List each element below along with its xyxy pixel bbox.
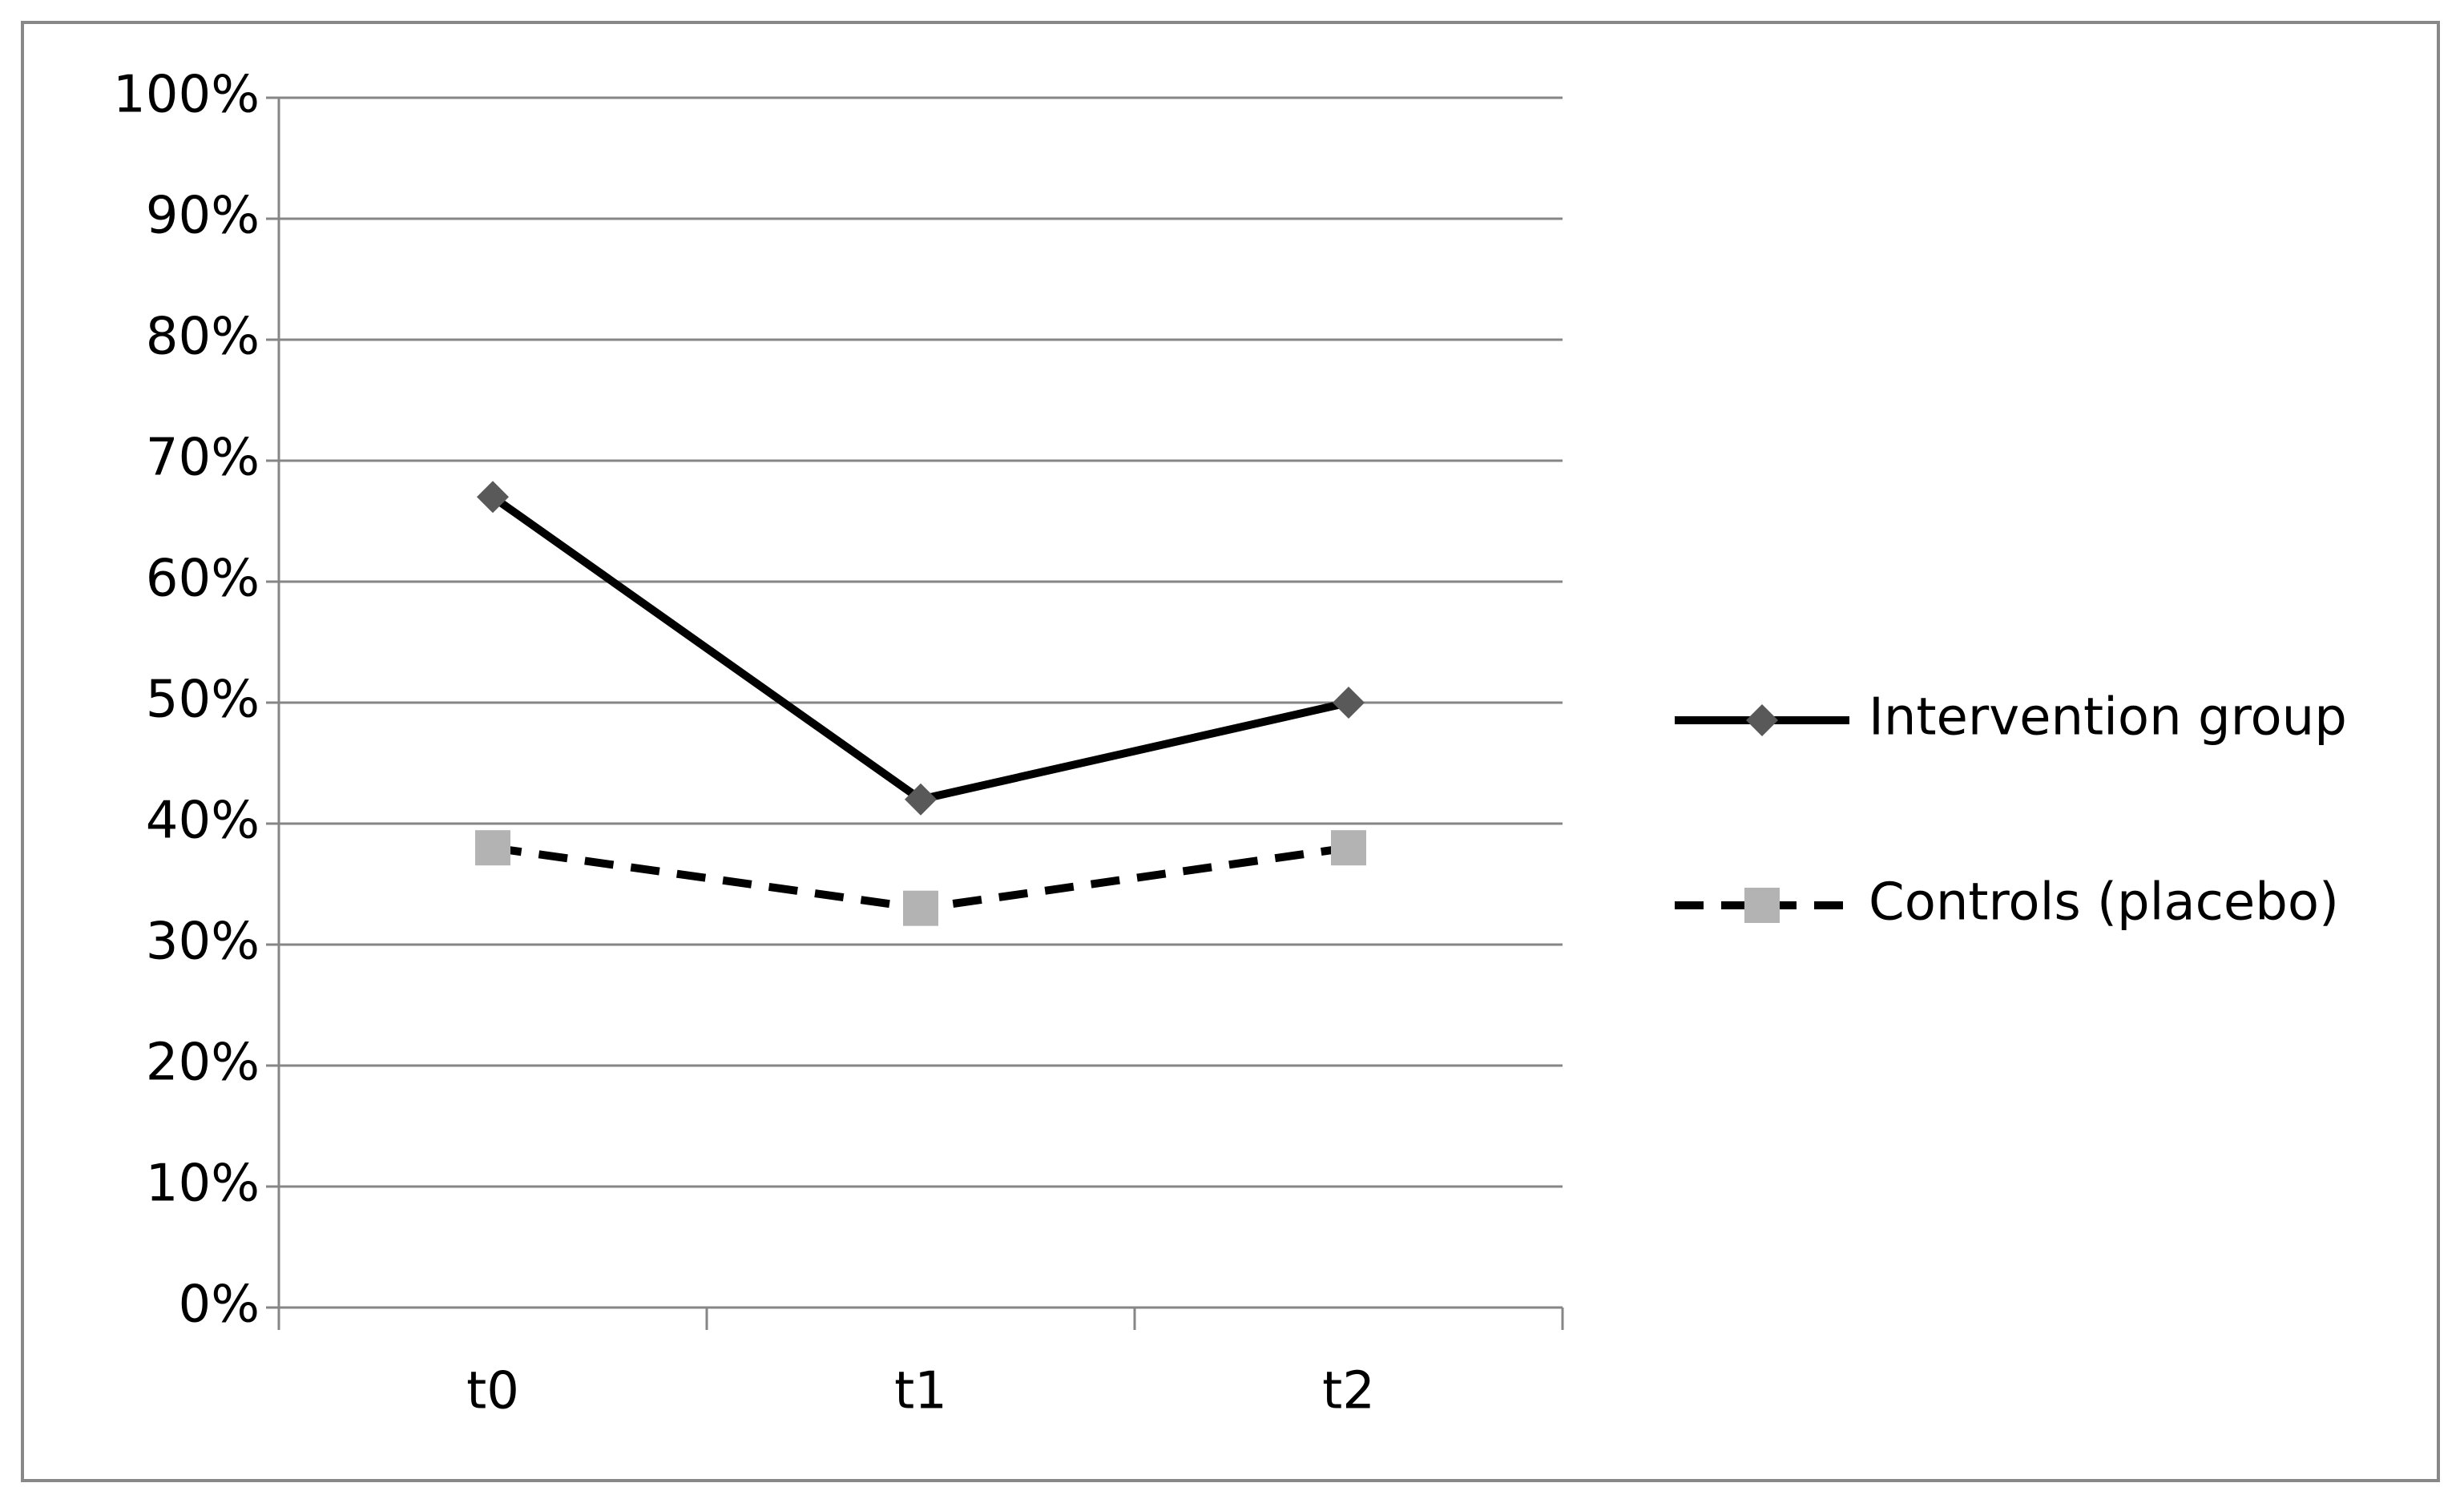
- x-tick-label: t0: [466, 1362, 519, 1421]
- y-tick-label: 40%: [146, 792, 260, 851]
- data-point: [903, 890, 938, 926]
- legend-marker: [1746, 704, 1778, 736]
- data-point: [475, 830, 510, 866]
- y-tick-label: 10%: [146, 1154, 260, 1214]
- x-tick-label: t2: [1322, 1362, 1375, 1421]
- y-tick-label: 60%: [146, 550, 260, 609]
- data-point: [1333, 687, 1365, 719]
- data-point: [1331, 830, 1366, 866]
- data-point: [905, 783, 937, 816]
- legend-label: Controls (placebo): [1869, 873, 2339, 933]
- legend-marker: [1744, 888, 1780, 923]
- x-tick-label: t1: [894, 1362, 947, 1421]
- y-tick-label: 0%: [178, 1275, 260, 1335]
- y-tick-label: 70%: [146, 429, 260, 488]
- data-point: [477, 481, 509, 514]
- y-tick-label: 90%: [146, 187, 260, 246]
- chart-border: [21, 21, 2440, 1482]
- y-tick-label: 20%: [146, 1034, 260, 1093]
- legend-label: Intervention group: [1869, 688, 2347, 748]
- y-tick-label: 80%: [146, 308, 260, 367]
- y-tick-label: 30%: [146, 913, 260, 972]
- y-tick-label: 100%: [113, 66, 260, 125]
- y-tick-label: 50%: [146, 671, 260, 730]
